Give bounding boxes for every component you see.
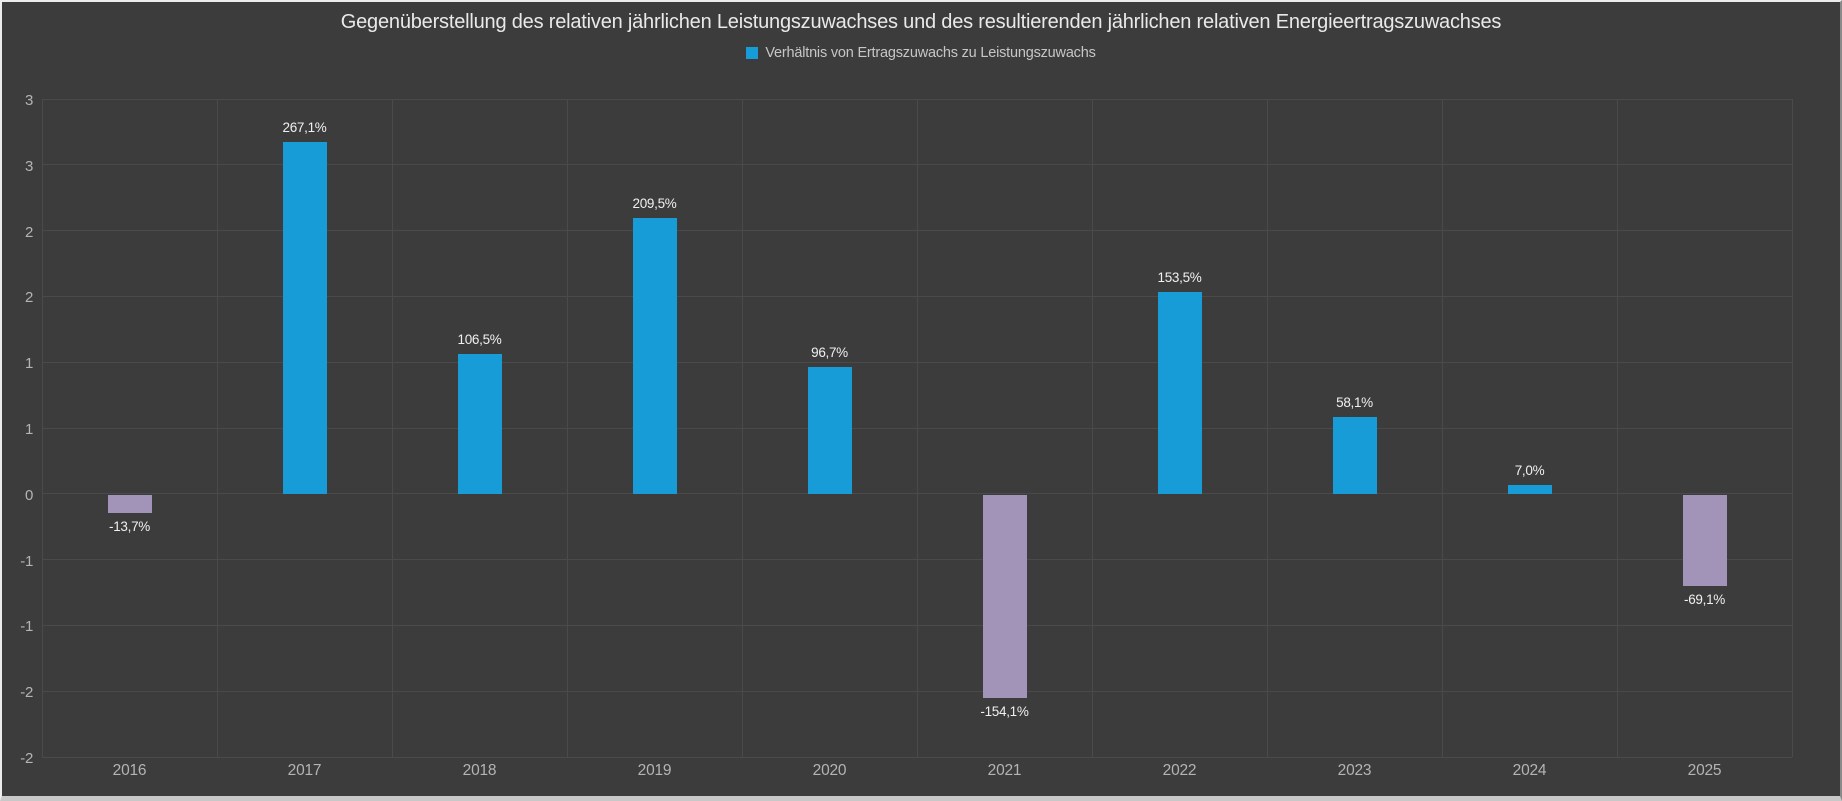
v-gridline xyxy=(1266,99,1268,757)
v-gridline xyxy=(916,99,918,757)
bar-value-label: 58,1% xyxy=(1336,395,1373,411)
y-axis-tick-label: 3 xyxy=(24,92,33,109)
legend-item[interactable]: Verhältnis von Ertragszuwachs zu Leistun… xyxy=(746,45,1096,61)
v-gridline xyxy=(1091,99,1093,757)
h-gridline xyxy=(42,756,1792,758)
bar-value-label: 209,5% xyxy=(632,196,677,212)
bar xyxy=(1157,291,1202,494)
x-axis-label: 2016 xyxy=(112,762,147,779)
v-gridline xyxy=(566,99,568,757)
v-gridline xyxy=(1616,99,1618,757)
v-gridline xyxy=(41,99,43,757)
chart-title: Gegenüberstellung des relativen jährlich… xyxy=(340,11,1502,33)
bar-value-label: -154,1% xyxy=(980,703,1029,719)
bar xyxy=(457,353,502,494)
x-axis-label: 2025 xyxy=(1687,762,1722,779)
v-gridline xyxy=(391,99,393,757)
y-axis-tick-label: -2 xyxy=(20,750,33,767)
y-axis-tick-label: 2 xyxy=(24,223,33,241)
x-axis-label: 2024 xyxy=(1512,762,1547,779)
x-axis-label: 2020 xyxy=(812,762,847,779)
v-gridline xyxy=(741,99,743,757)
bar-value-label: 153,5% xyxy=(1157,269,1202,285)
bar xyxy=(807,366,852,494)
v-gridline xyxy=(216,99,218,757)
x-axis-label: 2023 xyxy=(1337,762,1372,779)
bar xyxy=(982,494,1027,698)
y-axis-tick-label: 2 xyxy=(24,289,33,307)
bar xyxy=(107,494,152,513)
y-axis-tick-label: -2 xyxy=(20,684,33,702)
y-axis-tick-label: 3 xyxy=(24,157,33,175)
bar xyxy=(1507,484,1552,494)
bar-value-label: 267,1% xyxy=(282,120,327,136)
x-axis-label: 2021 xyxy=(987,762,1022,779)
bar xyxy=(1682,494,1727,586)
y-axis-tick-label: 1 xyxy=(24,355,33,373)
bar-value-label: 96,7% xyxy=(811,344,848,360)
x-axis-label: 2019 xyxy=(637,762,672,779)
v-gridline xyxy=(1791,99,1793,757)
v-gridline xyxy=(1441,99,1443,757)
bar-value-label: -69,1% xyxy=(1684,591,1725,607)
legend: Verhältnis von Ertragszuwachs zu Leistun… xyxy=(2,45,1840,61)
bar-value-label: 106,5% xyxy=(457,331,502,347)
bar-value-label: 7,0% xyxy=(1514,462,1545,478)
y-axis-tick-label: 1 xyxy=(24,421,33,438)
bar xyxy=(632,218,677,494)
y-axis-tick-label: 0 xyxy=(24,486,33,504)
x-axis-label: 2022 xyxy=(1162,762,1197,779)
bar xyxy=(1332,417,1377,494)
bar xyxy=(282,142,327,494)
x-axis-label: 2017 xyxy=(287,762,322,779)
legend-label: Verhältnis von Ertragszuwachs zu Leistun… xyxy=(765,45,1096,61)
y-axis-tick-label: -1 xyxy=(20,552,33,570)
x-axis-label: 2018 xyxy=(462,762,497,779)
bar-value-label: -13,7% xyxy=(109,518,150,534)
y-axis-tick-label: -1 xyxy=(20,618,33,636)
legend-swatch-icon xyxy=(746,47,759,59)
